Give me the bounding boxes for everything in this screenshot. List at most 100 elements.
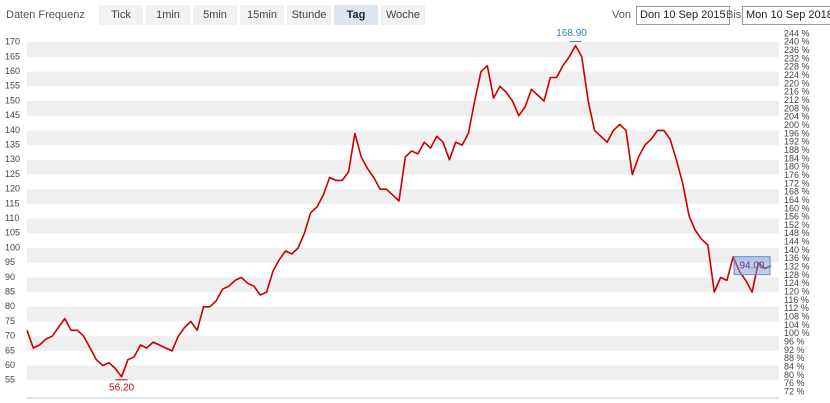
y2-tick-label: 220 % bbox=[784, 78, 810, 88]
y-tick-label: 80 bbox=[5, 301, 15, 311]
y2-tick-label: 168 % bbox=[784, 187, 810, 197]
frequency-button[interactable]: 15min bbox=[240, 5, 284, 25]
y-tick-label: 60 bbox=[5, 360, 15, 370]
grid-band bbox=[27, 42, 779, 57]
y2-tick-label: 108 % bbox=[784, 312, 810, 322]
y2-tick-label: 80 % bbox=[784, 370, 805, 380]
y-tick-label: 65 bbox=[5, 345, 15, 355]
grid-band bbox=[27, 159, 779, 175]
y-tick-label: 135 bbox=[5, 139, 20, 149]
grid-band bbox=[27, 130, 779, 146]
y2-tick-label: 132 % bbox=[784, 262, 810, 272]
y2-tick-label: 172 % bbox=[784, 178, 810, 188]
y2-tick-label: 72 % bbox=[784, 386, 805, 396]
y2-tick-label: 112 % bbox=[784, 303, 809, 313]
high-label: 168.90 bbox=[556, 28, 587, 39]
y2-tick-label: 116 % bbox=[784, 295, 809, 305]
y2-tick-label: 184 % bbox=[784, 153, 810, 163]
y-tick-label: 115 bbox=[5, 198, 19, 208]
y2-tick-label: 232 % bbox=[784, 53, 810, 63]
frequency-button[interactable]: 1min bbox=[146, 5, 190, 25]
grid-band bbox=[27, 365, 779, 381]
y-tick-label: 95 bbox=[5, 257, 15, 267]
y-tick-label: 105 bbox=[5, 228, 20, 238]
y-tick-label: 130 bbox=[5, 154, 20, 164]
grid-band bbox=[27, 336, 779, 351]
y2-tick-label: 128 % bbox=[784, 270, 810, 280]
y-tick-label: 150 bbox=[5, 95, 20, 105]
y2-tick-label: 148 % bbox=[784, 228, 810, 238]
y2-tick-label: 244 % bbox=[784, 28, 810, 38]
last-label: 94.00 bbox=[739, 260, 764, 271]
y2-tick-label: 76 % bbox=[784, 378, 805, 388]
y2-tick-label: 156 % bbox=[784, 212, 810, 222]
y2-tick-label: 140 % bbox=[784, 245, 810, 255]
y2-tick-label: 188 % bbox=[784, 145, 810, 155]
y-tick-label: 165 bbox=[5, 51, 20, 61]
y-tick-label: 120 bbox=[5, 184, 20, 194]
grid-band bbox=[27, 71, 779, 87]
grid-band bbox=[27, 248, 779, 263]
y2-tick-label: 196 % bbox=[784, 128, 810, 138]
y-tick-label: 90 bbox=[5, 272, 15, 282]
last-box bbox=[733, 256, 771, 276]
low-label: 56.20 bbox=[109, 382, 134, 393]
y2-tick-label: 216 % bbox=[784, 87, 810, 97]
y2-tick-label: 176 % bbox=[784, 170, 810, 180]
y2-tick-label: 228 % bbox=[784, 62, 810, 72]
y-tick-label: 155 bbox=[5, 81, 20, 91]
y2-tick-label: 120 % bbox=[784, 287, 810, 297]
y2-tick-label: 92 % bbox=[784, 345, 805, 355]
y2-tick-label: 240 % bbox=[784, 37, 810, 47]
y2-tick-label: 88 % bbox=[784, 353, 805, 363]
to-label: Bis bbox=[726, 9, 742, 21]
y-tick-label: 125 bbox=[5, 169, 20, 179]
y2-tick-label: 84 % bbox=[784, 361, 805, 371]
frequency-button[interactable]: 5min bbox=[193, 5, 237, 25]
from-label: Von bbox=[612, 9, 631, 21]
y2-tick-label: 144 % bbox=[784, 237, 810, 247]
from-date[interactable]: Don 10 Sep 2015 bbox=[636, 6, 730, 25]
grid-band bbox=[27, 189, 779, 204]
frequency-button[interactable]: Tick bbox=[99, 5, 143, 25]
y2-tick-label: 136 % bbox=[784, 253, 810, 263]
y2-tick-label: 164 % bbox=[784, 195, 810, 205]
y2-tick-label: 236 % bbox=[784, 45, 810, 55]
y2-tick-label: 96 % bbox=[784, 336, 805, 346]
grid-band bbox=[27, 277, 779, 293]
frequency-button[interactable]: Tag bbox=[334, 5, 378, 25]
y-tick-label: 85 bbox=[5, 286, 15, 296]
y-tick-label: 145 bbox=[5, 110, 20, 120]
y-tick-label: 70 bbox=[5, 331, 15, 341]
y2-tick-label: 208 % bbox=[784, 103, 810, 113]
y2-tick-label: 100 % bbox=[784, 328, 810, 338]
y2-tick-label: 152 % bbox=[784, 220, 810, 230]
frequency-button[interactable]: Woche bbox=[381, 5, 425, 25]
y2-tick-label: 160 % bbox=[784, 203, 810, 213]
grid-band bbox=[27, 306, 779, 322]
y2-tick-label: 204 % bbox=[784, 112, 810, 122]
y2-tick-label: 224 % bbox=[784, 70, 810, 80]
y-tick-label: 75 bbox=[5, 316, 15, 326]
y-tick-label: 55 bbox=[5, 375, 15, 385]
grid-band bbox=[27, 218, 779, 234]
y2-tick-label: 124 % bbox=[784, 278, 810, 288]
y-tick-label: 170 bbox=[5, 37, 20, 47]
y2-tick-label: 200 % bbox=[784, 120, 810, 130]
y-tick-label: 140 bbox=[5, 125, 20, 135]
y-tick-label: 160 bbox=[5, 66, 20, 76]
y-tick-label: 110 bbox=[5, 213, 19, 223]
y2-tick-label: 104 % bbox=[784, 320, 810, 330]
y2-tick-label: 212 % bbox=[784, 95, 810, 105]
frequency-label: Daten Frequenz bbox=[6, 9, 85, 21]
y2-tick-label: 180 % bbox=[784, 162, 810, 172]
y2-tick-label: 192 % bbox=[784, 137, 810, 147]
frequency-button[interactable]: Stunde bbox=[287, 5, 331, 25]
toolbar: Daten Frequenz Tick 1min 5min 15min Stunde Ta… bbox=[0, 5, 830, 27]
to-date[interactable]: Mon 10 Sep 2018 bbox=[742, 6, 830, 25]
y-tick-label: 100 bbox=[5, 242, 20, 252]
price-line bbox=[26, 44, 772, 378]
grid-band bbox=[27, 101, 779, 116]
